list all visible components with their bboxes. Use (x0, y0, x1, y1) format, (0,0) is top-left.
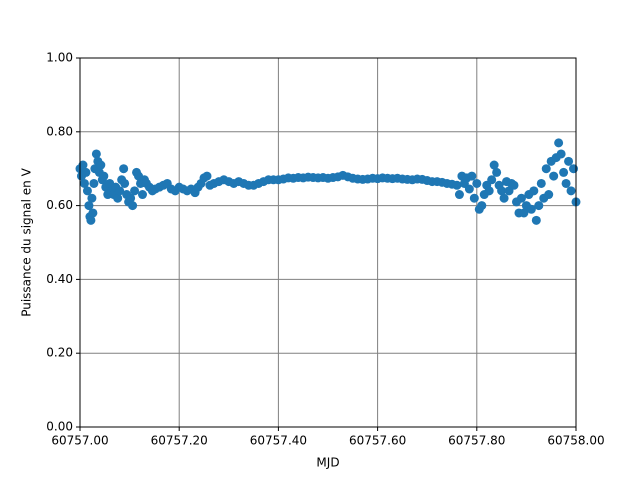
x-tick-label: 60757.60 (349, 434, 406, 448)
x-tick-label: 60757.20 (151, 434, 208, 448)
point (91, 149, 101, 159)
point (81, 167, 91, 177)
point (120, 178, 130, 188)
point (130, 186, 140, 196)
point (454, 190, 464, 200)
point (467, 171, 477, 181)
point (128, 201, 138, 211)
point (484, 186, 494, 196)
point (86, 215, 96, 225)
point (569, 164, 579, 174)
point (472, 178, 482, 188)
point (202, 171, 212, 181)
point (137, 190, 147, 200)
point (469, 193, 479, 203)
y-tick-label: 0.80 (46, 124, 73, 138)
point (87, 193, 97, 203)
x-tick-label: 60757.80 (448, 434, 505, 448)
points (75, 138, 581, 225)
ticks: 60757.00 60757.20 60757.40 60757.60 60757.80… (46, 51, 604, 448)
point (492, 167, 502, 177)
point (126, 193, 136, 203)
point (549, 171, 559, 181)
x-tick-label: 60757.00 (51, 434, 108, 448)
point (489, 160, 499, 170)
point (556, 149, 566, 159)
y-tick-label: 0.20 (46, 346, 73, 360)
point (566, 186, 576, 196)
point (113, 193, 123, 203)
point (559, 167, 569, 177)
point (529, 186, 539, 196)
point (477, 201, 487, 211)
point (536, 178, 546, 188)
point (526, 204, 536, 214)
point (531, 215, 541, 225)
point (564, 156, 574, 166)
y-axis-label: Puissance du signal en V (20, 167, 34, 316)
point (82, 186, 92, 196)
point (534, 201, 544, 211)
point (88, 208, 98, 218)
point (487, 175, 497, 185)
point (452, 180, 462, 190)
point (96, 160, 106, 170)
point (519, 208, 529, 218)
point (544, 190, 554, 200)
point (541, 164, 551, 174)
x-tick-label: 60758.00 (547, 434, 604, 448)
point (464, 184, 474, 194)
point (516, 193, 526, 203)
point (115, 186, 125, 196)
y-tick-label: 0.60 (46, 198, 73, 212)
y-tick-label: 0.40 (46, 272, 73, 286)
point (499, 193, 509, 203)
x-axis-label: MJD (316, 456, 339, 470)
grid (79, 57, 577, 428)
y-tick-label: 1.00 (46, 51, 73, 65)
point (99, 171, 109, 181)
point (89, 178, 99, 188)
point (119, 164, 129, 174)
point (561, 178, 571, 188)
point (554, 138, 564, 148)
x-tick-label: 60757.40 (250, 434, 307, 448)
point (78, 160, 88, 170)
point (79, 178, 89, 188)
point (509, 180, 519, 190)
y-tick-label: 0.00 (46, 420, 73, 434)
axes-frame (79, 57, 577, 428)
point (497, 186, 507, 196)
point (84, 201, 94, 211)
